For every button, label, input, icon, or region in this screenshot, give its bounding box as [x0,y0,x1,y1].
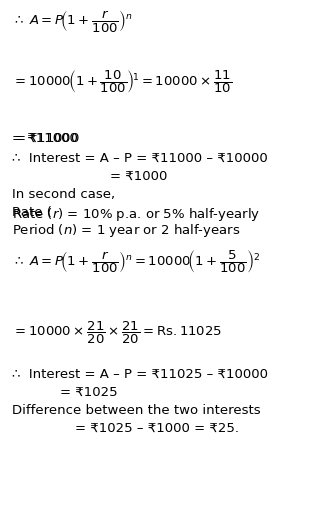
Text: $\therefore\; A = P\!\left(1+\dfrac{r}{100}\right)^{n} = 10000\!\left(1+\dfrac{5: $\therefore\; A = P\!\left(1+\dfrac{r}{1… [12,248,261,275]
Text: = ₹11000: = ₹11000 [12,132,78,145]
Text: $= $₹$11000$: $= $₹$11000$ [12,132,80,145]
Text: = ₹1000: = ₹1000 [110,170,167,183]
Text: In second case,: In second case, [12,188,115,201]
Text: Rate ($r$) = 10% p.a. or 5% half-yearly: Rate ($r$) = 10% p.a. or 5% half-yearly [12,206,260,223]
Text: = ₹1025 – ₹1000 = ₹25.: = ₹1025 – ₹1000 = ₹25. [75,422,239,435]
Text: ∴  Interest = A – P = ₹11025 – ₹10000: ∴ Interest = A – P = ₹11025 – ₹10000 [12,368,268,381]
Text: Rate (: Rate ( [12,206,52,219]
Text: ∴  Interest = A – P = ₹11000 – ₹10000: ∴ Interest = A – P = ₹11000 – ₹10000 [12,152,268,165]
Text: = ₹1025: = ₹1025 [60,386,118,399]
Text: Difference between the two interests: Difference between the two interests [12,404,261,417]
Text: Period ($n$) = 1 year or 2 half-years: Period ($n$) = 1 year or 2 half-years [12,222,240,239]
Text: $= 10000\times\dfrac{21}{20}\times\dfrac{21}{20} = \mathrm{Rs.}11025$: $= 10000\times\dfrac{21}{20}\times\dfrac… [12,320,222,346]
Text: $= 10000\!\left(1+\dfrac{10}{100}\right)^{\!1} = 10000\times\dfrac{11}{10}$: $= 10000\!\left(1+\dfrac{10}{100}\right)… [12,68,232,95]
Text: $\therefore\; A = P\!\left(1+\dfrac{r}{100}\right)^{n}$: $\therefore\; A = P\!\left(1+\dfrac{r}{1… [12,8,133,34]
